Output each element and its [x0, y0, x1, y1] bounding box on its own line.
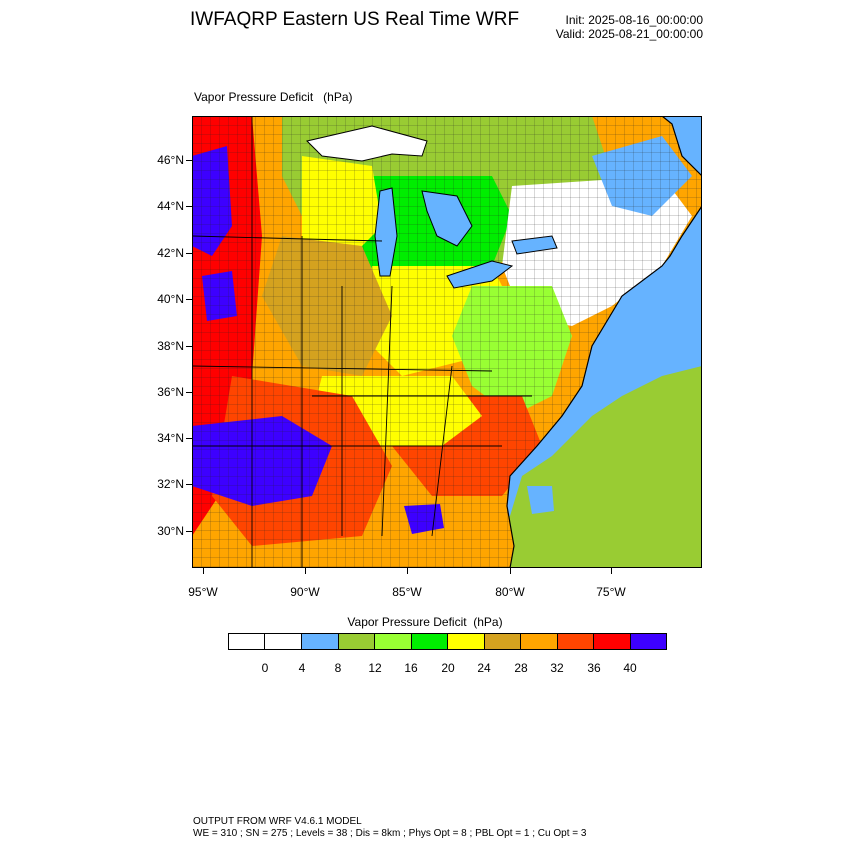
- lat-tick: [186, 206, 192, 207]
- state-boundaries: [192, 116, 532, 568]
- colorbar-label: 20: [441, 661, 455, 675]
- vpd-map: [192, 116, 702, 568]
- lon-tick: [510, 568, 511, 574]
- lake-michigan: [374, 187, 398, 277]
- colorbar-label: 4: [298, 661, 306, 675]
- lat-tick: [186, 299, 192, 300]
- lat-tick: [186, 484, 192, 485]
- lon-tick: [407, 568, 408, 574]
- valid-time: Valid: 2025-08-21_00:00:00: [555, 27, 703, 41]
- lake-superior: [306, 125, 428, 162]
- colorbar-label: 40: [623, 661, 637, 675]
- lat-tick: [186, 531, 192, 532]
- lat-tick: [186, 253, 192, 254]
- lat-label: 44°N: [157, 199, 184, 213]
- atlantic-patch: [527, 486, 554, 514]
- colorbar-title: Vapor Pressure Deficit (hPa): [347, 615, 503, 629]
- colorbar-box: [593, 633, 631, 650]
- lat-label: 34°N: [157, 431, 184, 445]
- lat-label: 46°N: [157, 153, 184, 167]
- lat-tick: [186, 346, 192, 347]
- colorbar-box: [630, 633, 667, 650]
- footer-model-line: OUTPUT FROM WRF V4.6.1 MODEL: [193, 816, 362, 827]
- colorbar-label: 8: [334, 661, 342, 675]
- map-field-title: Vapor Pressure Deficit (hPa): [194, 90, 353, 104]
- lon-tick: [611, 568, 612, 574]
- plot-title: IWFAQRP Eastern US Real Time WRF: [190, 9, 520, 30]
- colorbar-box: [301, 633, 339, 650]
- lon-label: 90°W: [290, 585, 320, 599]
- lat-label: 30°N: [157, 524, 184, 538]
- colorbar-box: [374, 633, 412, 650]
- colorbar-label: 12: [368, 661, 382, 675]
- lat-label: 36°N: [157, 385, 184, 399]
- lon-label: 80°W: [495, 585, 525, 599]
- lon-label: 85°W: [392, 585, 422, 599]
- lat-label: 42°N: [157, 246, 184, 260]
- lake-ontario: [511, 235, 558, 255]
- lon-label: 95°W: [188, 585, 218, 599]
- colorbar-box: [557, 633, 594, 650]
- lat-tick: [186, 392, 192, 393]
- lat-label: 32°N: [157, 477, 184, 491]
- colorbar-label: 28: [514, 661, 528, 675]
- colorbar-label: 24: [477, 661, 491, 675]
- lat-label: 38°N: [157, 339, 184, 353]
- colorbar-box: [411, 633, 448, 650]
- lake-erie: [446, 260, 514, 289]
- colorbar-label: 36: [587, 661, 601, 675]
- lake-huron: [421, 190, 473, 247]
- lon-tick: [305, 568, 306, 574]
- lat-tick: [186, 160, 192, 161]
- colorbar-label: 0: [261, 661, 269, 675]
- colorbar-box: [264, 633, 302, 650]
- lat-label: 40°N: [157, 292, 184, 306]
- gulf-area: [192, 366, 702, 568]
- colorbar-box: [447, 633, 485, 650]
- init-time: Init: 2025-08-16_00:00:00: [565, 13, 703, 27]
- colorbar-label: 16: [404, 661, 418, 675]
- colorbar-box: [338, 633, 375, 650]
- vpd-map-svg: [192, 116, 702, 568]
- colorbar-label: 32: [550, 661, 564, 675]
- colorbar-box: [484, 633, 521, 650]
- footer-config-line: WE = 310 ; SN = 275 ; Levels = 38 ; Dis …: [193, 828, 587, 839]
- colorbar-box: [520, 633, 558, 650]
- lat-tick: [186, 438, 192, 439]
- colorbar-box: [228, 633, 265, 650]
- lon-tick: [203, 568, 204, 574]
- lon-label: 75°W: [596, 585, 626, 599]
